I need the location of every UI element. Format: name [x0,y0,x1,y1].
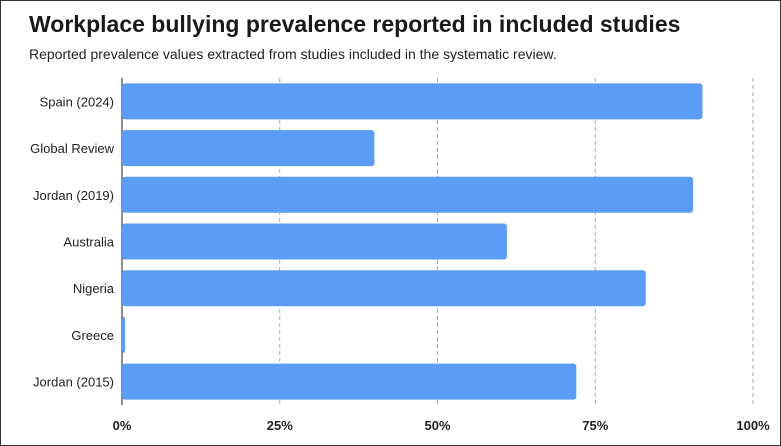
category-label: Spain (2024) [40,94,114,109]
bar [122,83,703,120]
chart-subtitle: Reported prevalence values extracted fro… [29,46,557,62]
x-tick-label: 100% [736,418,770,433]
bar [122,270,646,307]
bar [122,130,375,167]
bar [122,316,126,353]
bar [122,363,577,400]
category-label: Jordan (2019) [33,188,114,203]
category-label: Nigeria [73,281,115,296]
x-tick-label: 75% [582,418,608,433]
bar [122,223,507,260]
chart-title: Workplace bullying prevalence reported i… [29,11,681,37]
bar [122,176,694,213]
x-tick-label: 0% [113,418,132,433]
x-tick-label: 50% [424,418,450,433]
category-label: Greece [71,328,114,343]
category-label: Australia [63,235,114,250]
category-label: Jordan (2015) [33,375,114,390]
category-label: Global Review [30,141,114,156]
x-tick-label: 25% [267,418,293,433]
